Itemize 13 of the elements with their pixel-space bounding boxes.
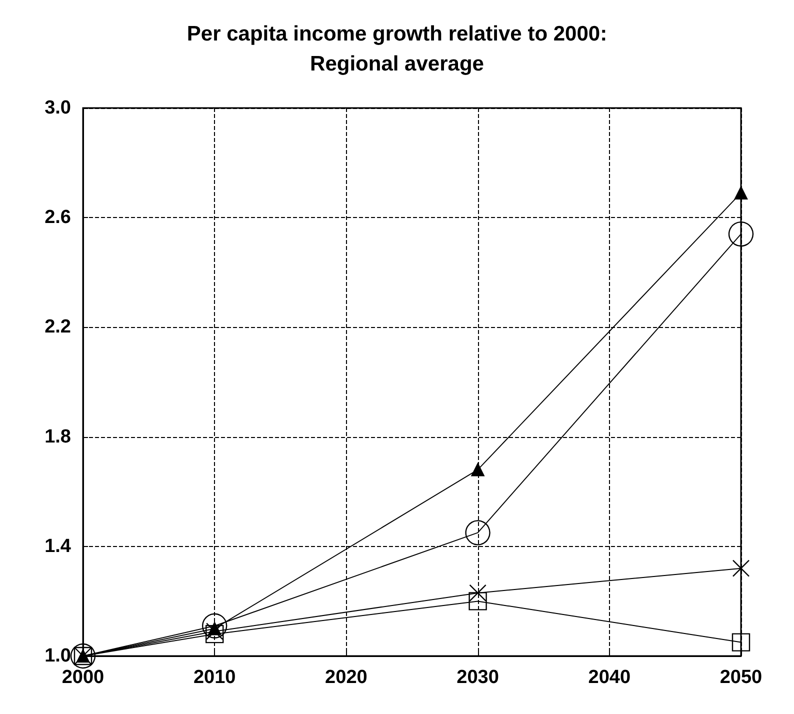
y-tick-label: 2.6	[44, 207, 71, 228]
y-tick-label: 1.4	[44, 536, 72, 557]
x-tick-label: 2000	[62, 667, 104, 688]
x-tick-label: 2040	[588, 667, 631, 688]
y-tick-label: 1.0	[44, 646, 71, 666]
x-tick-label: 2030	[456, 667, 499, 688]
x-tick-label: 2050	[720, 667, 762, 688]
y-tick-label: 3.0	[44, 98, 71, 118]
y-tick-label: 1.8	[44, 426, 71, 448]
y-tick-label: 2.2	[44, 316, 71, 338]
chart-title: Per capita income growth relative to 2000: Regional average	[186, 22, 608, 76]
x-tick-label: 2020	[325, 667, 368, 688]
x-tick-label: 2010	[193, 667, 236, 688]
